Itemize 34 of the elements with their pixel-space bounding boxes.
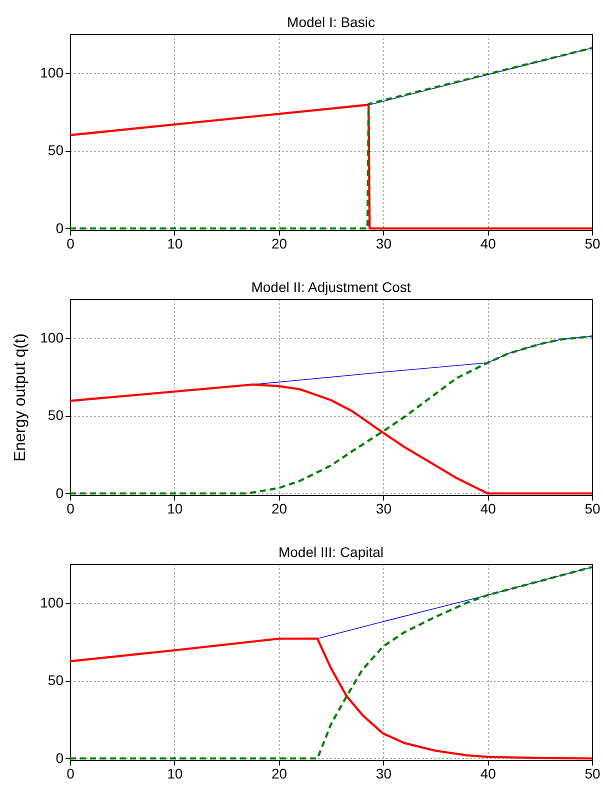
chart-title: Model I: Basic xyxy=(287,14,375,30)
x-tick-label: 40 xyxy=(480,500,496,516)
x-tick-label: 0 xyxy=(66,766,75,782)
x-tick-label: 20 xyxy=(272,500,288,516)
y-tick-label: 0 xyxy=(56,750,64,766)
chart-title: Model II: Adjustment Cost xyxy=(251,279,411,295)
y-axis-title: Energy output q(t) xyxy=(12,333,30,462)
x-tick-label: 50 xyxy=(584,766,600,782)
x-tick-label: 50 xyxy=(584,500,600,516)
y-tick-label: 100 xyxy=(40,594,64,610)
x-tick-label: 40 xyxy=(480,766,496,782)
y-tick-label: 50 xyxy=(48,142,64,158)
y-tick-label: 50 xyxy=(48,407,64,424)
x-tick-label: 10 xyxy=(167,500,183,516)
line-series xyxy=(70,383,592,495)
x-tick-label: 0 xyxy=(66,236,75,252)
chart-title: Model III: Capital xyxy=(278,544,384,560)
x-tick-label: 0 xyxy=(66,500,75,516)
y-tick-label: 50 xyxy=(48,672,64,688)
y-tick-label: 0 xyxy=(56,484,64,501)
y-tick-label: 100 xyxy=(40,64,64,80)
x-tick-label: 10 xyxy=(167,236,183,252)
y-tick-label: 0 xyxy=(56,220,64,236)
x-tick-label: 50 xyxy=(584,236,600,252)
x-tick-label: 20 xyxy=(272,766,288,782)
x-tick-label: 10 xyxy=(167,766,183,782)
x-tick-label: 30 xyxy=(376,500,392,516)
x-tick-label: 30 xyxy=(376,236,392,252)
y-tick-label: 100 xyxy=(40,329,64,346)
x-tick-label: 20 xyxy=(272,236,288,252)
line-series xyxy=(70,335,592,495)
x-tick-label: 30 xyxy=(376,766,392,782)
x-tick-label: 40 xyxy=(480,236,496,252)
line-series xyxy=(70,638,592,760)
